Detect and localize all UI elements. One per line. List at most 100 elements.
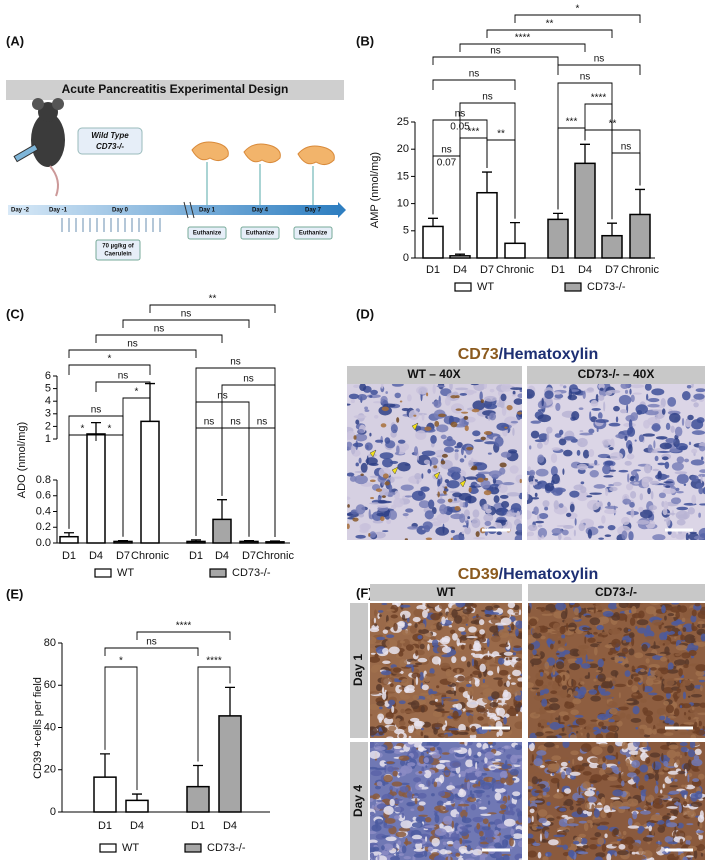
cell bbox=[595, 783, 602, 786]
cell bbox=[451, 656, 456, 663]
cell bbox=[498, 679, 503, 687]
cell bbox=[514, 721, 524, 729]
image-title: CD73-/- – 40X bbox=[578, 367, 655, 381]
cell bbox=[452, 492, 462, 497]
cell bbox=[662, 408, 666, 414]
cell bbox=[538, 809, 548, 817]
cell bbox=[369, 628, 379, 632]
cell bbox=[667, 475, 670, 478]
cell bbox=[518, 815, 523, 823]
cell bbox=[651, 814, 663, 821]
cell bbox=[425, 510, 434, 519]
cell bbox=[606, 853, 611, 861]
cell bbox=[517, 677, 526, 682]
cell bbox=[517, 393, 524, 398]
cell bbox=[483, 818, 489, 824]
cell bbox=[538, 818, 546, 824]
significance-bracket bbox=[96, 382, 150, 392]
cell bbox=[413, 777, 421, 782]
error-bar bbox=[580, 144, 590, 163]
cell bbox=[538, 796, 542, 799]
cell bbox=[382, 407, 389, 412]
cell bbox=[595, 419, 609, 423]
cell bbox=[504, 652, 513, 656]
cell bbox=[424, 825, 436, 828]
cell bbox=[594, 606, 596, 614]
y-axis-label: ADO (nmol/mg) bbox=[16, 422, 28, 498]
cell bbox=[593, 825, 597, 831]
cell bbox=[569, 491, 579, 498]
cell bbox=[556, 653, 560, 655]
cell bbox=[448, 613, 450, 619]
cell bbox=[527, 532, 534, 537]
legend-label: CD73-/- bbox=[232, 567, 271, 579]
cell bbox=[378, 610, 383, 613]
injections bbox=[62, 218, 160, 232]
cell bbox=[651, 491, 654, 500]
cell bbox=[530, 809, 535, 814]
cell bbox=[456, 814, 459, 818]
x-tick-label: D4 bbox=[223, 820, 237, 832]
cell bbox=[683, 801, 687, 806]
cell bbox=[552, 474, 560, 484]
significance-label: ** bbox=[546, 19, 554, 30]
cell bbox=[523, 682, 533, 688]
cell bbox=[561, 771, 565, 778]
cell bbox=[405, 538, 408, 540]
cell bbox=[644, 607, 647, 610]
cell bbox=[627, 473, 629, 482]
cell bbox=[628, 531, 633, 541]
cell bbox=[430, 625, 437, 629]
cell bbox=[524, 389, 535, 399]
cell bbox=[623, 831, 627, 835]
cell bbox=[515, 744, 523, 750]
cell bbox=[600, 388, 604, 391]
cell bbox=[588, 429, 594, 434]
cell bbox=[544, 507, 548, 511]
cell bbox=[561, 815, 568, 818]
column-title: WT bbox=[437, 585, 456, 599]
cell bbox=[475, 680, 480, 686]
significance-bracket bbox=[123, 320, 249, 328]
cell bbox=[382, 692, 386, 700]
cell bbox=[548, 763, 559, 772]
cell bbox=[573, 841, 580, 845]
cell bbox=[442, 697, 444, 705]
cell bbox=[526, 833, 534, 838]
cell bbox=[561, 634, 565, 638]
cell bbox=[425, 836, 427, 842]
cell bbox=[635, 727, 638, 729]
cell bbox=[677, 474, 689, 484]
cell bbox=[402, 614, 405, 620]
cell bbox=[640, 699, 647, 703]
cell bbox=[580, 486, 586, 493]
cell bbox=[576, 732, 581, 740]
cell bbox=[494, 830, 499, 835]
cell bbox=[467, 797, 476, 802]
cell bbox=[614, 852, 617, 856]
cell bbox=[594, 856, 602, 863]
cell bbox=[697, 713, 708, 715]
cell bbox=[413, 415, 416, 417]
cell bbox=[556, 488, 563, 495]
cell bbox=[698, 721, 702, 727]
cell bbox=[495, 520, 507, 523]
cell bbox=[472, 671, 481, 675]
cell bbox=[542, 839, 545, 843]
cell bbox=[436, 764, 445, 769]
cell bbox=[635, 439, 637, 441]
cell bbox=[675, 488, 679, 491]
cell bbox=[465, 760, 473, 768]
cell bbox=[393, 842, 396, 848]
cell bbox=[466, 684, 472, 687]
cell bbox=[500, 736, 510, 739]
cell bbox=[466, 700, 478, 708]
significance-label: ns bbox=[469, 69, 480, 80]
cell bbox=[457, 676, 465, 682]
cell bbox=[484, 396, 497, 402]
cell bbox=[622, 499, 631, 505]
cell bbox=[633, 693, 639, 695]
cell bbox=[471, 604, 477, 609]
cell bbox=[462, 531, 464, 534]
cell bbox=[390, 856, 400, 861]
